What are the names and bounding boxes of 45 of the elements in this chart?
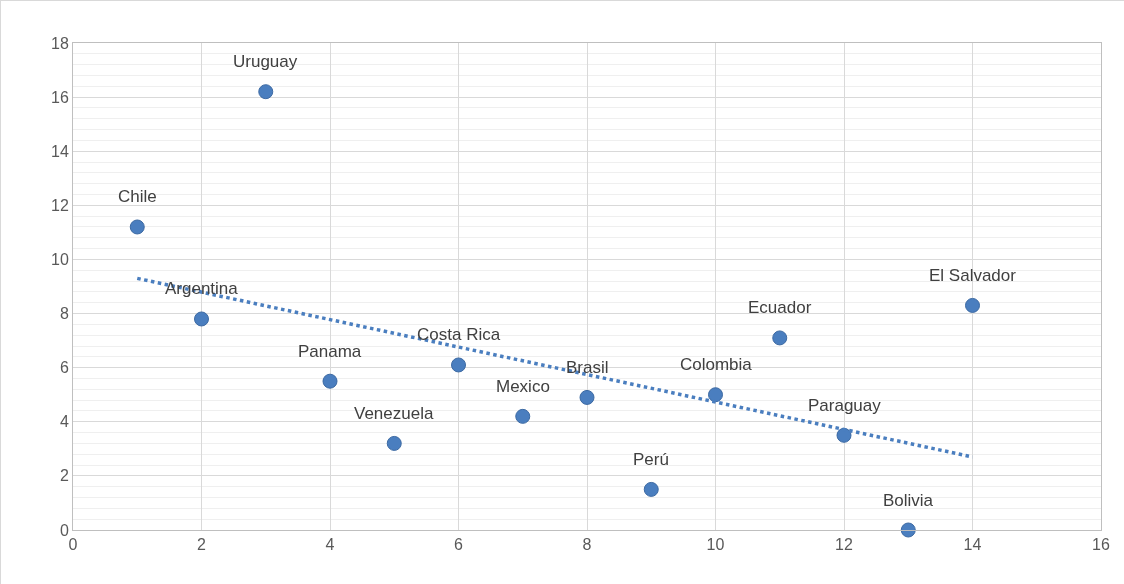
x-tick-label: 2: [197, 536, 207, 554]
point: [386, 435, 402, 451]
x-tick-label: 8: [582, 536, 592, 554]
point: [451, 357, 466, 373]
x-tick-label: 10: [706, 536, 725, 554]
point: [258, 84, 274, 100]
annotation: Costa Rica: [417, 325, 501, 344]
point: [965, 297, 980, 313]
point: [836, 427, 852, 443]
annotation: El Salvador: [929, 266, 1017, 285]
x-tick-label: 4: [325, 536, 335, 554]
annotation: Panama: [298, 342, 362, 361]
y-tick-label: 2: [59, 467, 69, 485]
annotation: Uruguay: [233, 52, 298, 71]
y-tick-label: 14: [51, 142, 69, 160]
point: [194, 311, 209, 327]
x-tick-label: 14: [963, 536, 982, 554]
annotation: Brasil: [566, 358, 609, 377]
point: [579, 389, 595, 405]
y-tick-label: 0: [59, 521, 69, 539]
annotation: Chile: [118, 187, 157, 206]
y-tick-label: 16: [51, 88, 69, 106]
annotation: Venezuela: [354, 404, 434, 423]
y-tick-label: 8: [59, 305, 69, 323]
annotation: Paraguay: [808, 396, 882, 415]
x-tick-label: 16: [1092, 536, 1110, 554]
point: [772, 330, 788, 346]
y-tick-label: 6: [59, 359, 69, 377]
annotation: Bolivia: [883, 491, 934, 510]
y-tick-label: 18: [51, 34, 69, 52]
point: [129, 219, 145, 235]
point: [515, 408, 531, 424]
point: [322, 373, 338, 389]
y-tick-label: 4: [59, 413, 69, 431]
y-tick-label: 12: [51, 196, 69, 214]
y-tick-label: 10: [51, 251, 69, 269]
annotation: Colombia: [680, 355, 753, 374]
x-tick-label: 12: [835, 536, 853, 554]
annotation: Ecuador: [748, 298, 812, 317]
x-tick-label: 6: [454, 536, 464, 554]
point: [708, 387, 723, 403]
point: [900, 522, 916, 538]
annotation: Perú: [633, 450, 669, 469]
annotation: Mexico: [496, 377, 550, 396]
point: [643, 481, 659, 497]
